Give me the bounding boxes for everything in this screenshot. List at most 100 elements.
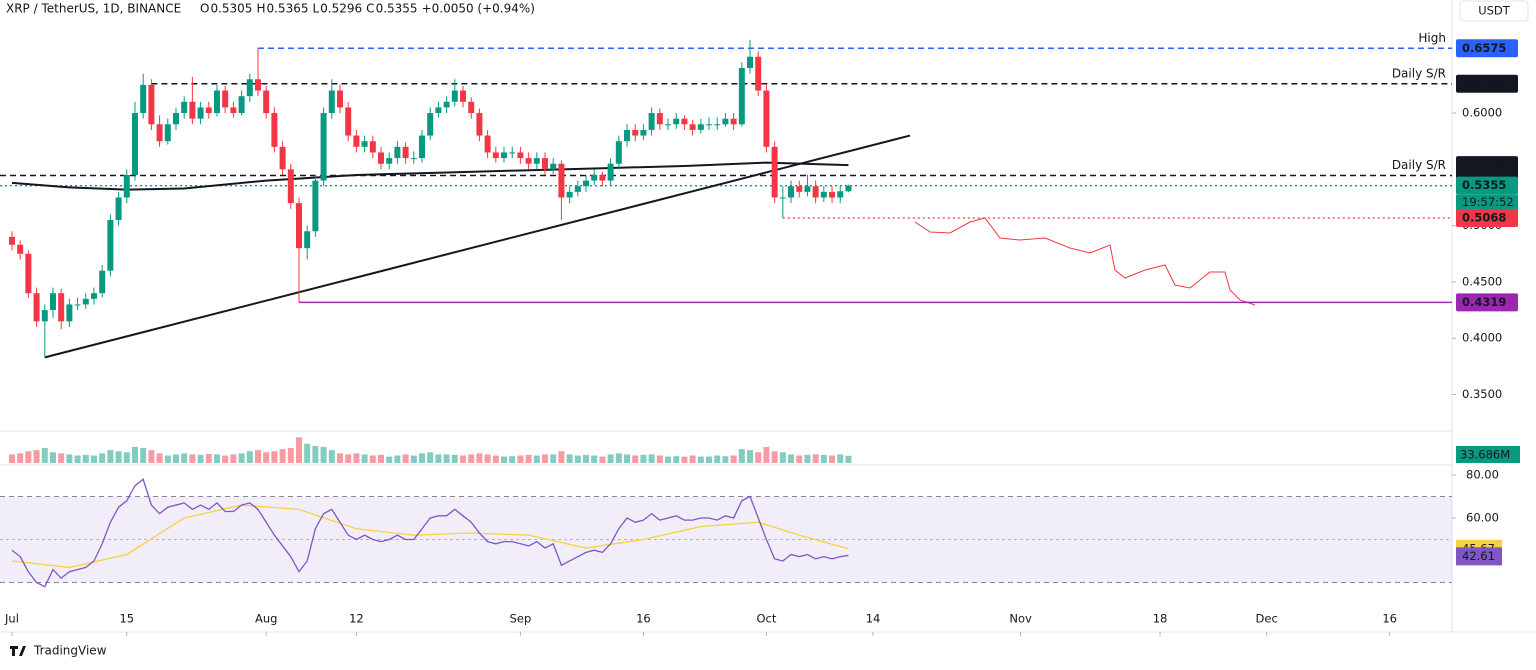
volume-bar <box>730 455 737 463</box>
volume-bar <box>17 453 24 463</box>
volume-bar <box>353 453 360 463</box>
candle-body <box>156 124 163 142</box>
candle-body <box>99 270 106 294</box>
candle-body <box>574 186 581 192</box>
candle-body <box>181 101 188 114</box>
volume-bar <box>419 453 426 463</box>
volume-bar <box>665 456 672 463</box>
candle-body <box>689 124 696 130</box>
volume-bar <box>689 455 696 463</box>
candle-body <box>771 146 778 198</box>
candle-body <box>328 90 335 114</box>
volume-bar <box>656 455 663 463</box>
price-change: +0.0050 (+0.94%) <box>422 2 535 16</box>
candle-body <box>697 124 704 130</box>
volume-bar <box>378 454 385 463</box>
candle-body <box>189 101 196 119</box>
volume-bar <box>492 455 499 463</box>
volume-bar <box>25 451 32 463</box>
candle-body <box>238 96 245 114</box>
price-label-bg <box>1456 39 1518 58</box>
legend-key: C <box>366 2 374 16</box>
volume-label-bg <box>1456 446 1520 463</box>
candle-body <box>378 152 385 164</box>
volume-bar <box>295 437 302 463</box>
candle-body <box>796 186 803 192</box>
candle-body <box>287 169 294 204</box>
volume-bar <box>123 452 130 463</box>
volume-bar <box>812 454 819 463</box>
candle-body <box>402 146 409 159</box>
candle-body <box>336 90 343 108</box>
price-label: 0.4319 <box>1462 295 1506 309</box>
candle-body <box>484 135 491 153</box>
x-tick-label: Oct <box>756 612 776 626</box>
currency[interactable]: USDT <box>1478 4 1511 18</box>
volume-bar <box>763 446 770 463</box>
volume-bar <box>213 454 220 463</box>
candle-body <box>509 152 516 154</box>
currency-button[interactable] <box>1459 0 1529 22</box>
candle-body <box>164 124 171 142</box>
volume-bar <box>583 454 590 463</box>
x-tick-label: 14 <box>866 612 881 626</box>
candle-body <box>812 186 819 198</box>
volume-bar <box>394 455 401 463</box>
rsi-tick-label: 80.00 <box>1466 467 1499 481</box>
volume-bar <box>681 456 688 463</box>
candle-body <box>673 118 680 125</box>
projection-drawing <box>914 217 1256 306</box>
candle-body <box>386 158 393 164</box>
volume-bar <box>82 454 89 463</box>
candle-body <box>755 56 762 91</box>
candle-body <box>829 191 836 198</box>
volume-bar <box>156 453 163 463</box>
candle-body <box>738 68 745 125</box>
candle-body <box>419 135 426 159</box>
volume-bar <box>788 454 795 463</box>
candle-body <box>435 107 442 114</box>
x-tick-label: Nov <box>1009 612 1032 626</box>
candle-body <box>525 158 532 164</box>
volume-bar <box>755 452 762 463</box>
level-note: High <box>1418 31 1446 45</box>
volume-bar <box>74 455 81 463</box>
volume-bar <box>8 454 15 463</box>
brand-logo <box>10 646 26 656</box>
rsi-label: 42.61 <box>1462 549 1495 563</box>
candle-body <box>468 101 475 114</box>
volume-bar <box>328 450 335 463</box>
volume-bar <box>706 456 713 463</box>
x-tick-label: 12 <box>349 612 364 626</box>
volume-bar <box>615 453 622 463</box>
volume-bar <box>517 455 524 463</box>
x-tick-label: Dec <box>1256 612 1278 626</box>
candle-body <box>550 163 557 170</box>
volume-bar <box>279 449 286 463</box>
x-tick-label: Sep <box>510 612 532 626</box>
candle-body <box>558 163 565 198</box>
candle-body <box>624 129 631 142</box>
volume-bar <box>181 453 188 463</box>
volume-bar <box>99 453 106 463</box>
volume-bar <box>599 456 606 463</box>
candle-body <box>583 180 590 187</box>
x-tick-label: Aug <box>255 612 277 626</box>
volume-bar <box>271 451 278 463</box>
price-label-bg <box>1456 208 1518 227</box>
candle-body <box>656 113 663 125</box>
candle-body <box>804 186 811 192</box>
legend-value: 0.5355 <box>376 2 418 16</box>
candle-body <box>648 113 655 130</box>
price-label: 0.5355 <box>1462 178 1506 192</box>
price-label-bg <box>1456 176 1518 195</box>
volume-bar <box>402 454 409 463</box>
volume-bar <box>131 446 138 463</box>
volume-bar <box>164 455 171 463</box>
candle-body <box>271 113 278 147</box>
candle-body <box>599 174 606 181</box>
volume-bar <box>58 453 65 463</box>
candle-body <box>279 146 286 170</box>
candle-body <box>246 79 253 97</box>
